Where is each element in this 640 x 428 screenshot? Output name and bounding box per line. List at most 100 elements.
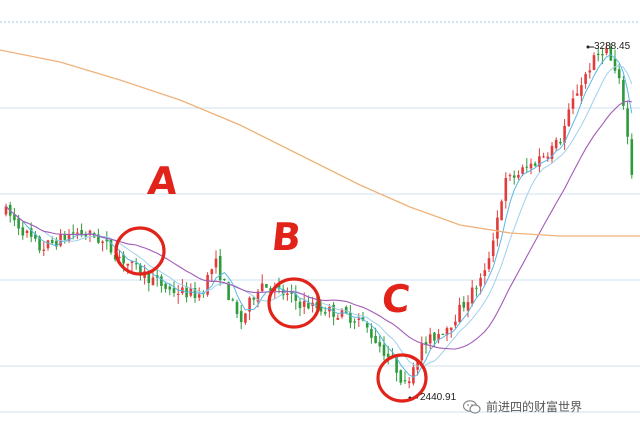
candle-body [546, 156, 550, 159]
candle-body [424, 342, 428, 345]
candle-body [487, 258, 491, 270]
candle-body [420, 343, 424, 361]
candle-body [59, 233, 62, 246]
candle-body [176, 293, 180, 295]
candle-body [147, 271, 151, 284]
candle-body [38, 236, 41, 251]
candle-body [365, 323, 369, 328]
candle-body [584, 74, 587, 84]
candle-body [508, 175, 512, 177]
candle-body [210, 269, 214, 275]
candle-body [370, 328, 373, 338]
candle-body [307, 302, 310, 309]
candle-body [130, 261, 134, 263]
candle-body [449, 327, 453, 331]
candle-body [197, 294, 201, 298]
candle-body [76, 232, 79, 234]
candle-body [357, 318, 361, 320]
candle-body [109, 239, 113, 253]
candle-body [336, 317, 340, 320]
candle-body [218, 255, 222, 281]
high-price-label: 3288.45 [594, 41, 631, 52]
candle-body [575, 93, 579, 96]
candle-body [617, 69, 621, 79]
candle-body [46, 240, 50, 249]
candle-body [403, 380, 407, 382]
ma-short-line [5, 54, 633, 378]
low-price-label: 2440.91 [420, 392, 457, 403]
candle-body [139, 264, 142, 276]
candle-body [433, 332, 436, 341]
candle-body [601, 53, 604, 56]
candle-body [80, 229, 83, 235]
candle-body [550, 145, 554, 159]
candle-body [122, 254, 125, 264]
candle-body [344, 306, 348, 314]
candle-body [559, 141, 562, 144]
candle-body [67, 234, 71, 241]
candle-body [164, 283, 167, 289]
candle-body [533, 163, 537, 166]
candle-body [496, 217, 499, 239]
candle-body [42, 249, 46, 251]
candle-body [126, 263, 130, 266]
high-marker-dot [586, 45, 590, 49]
candle-body [412, 367, 415, 384]
candle-body [235, 301, 239, 314]
candle-body [458, 304, 461, 323]
candle-body [407, 381, 411, 384]
candle-body [34, 234, 37, 239]
candle-body [361, 317, 365, 321]
candle-body [248, 297, 251, 312]
candle-body [17, 218, 20, 229]
candle-body [172, 288, 176, 294]
candle-body [512, 175, 516, 178]
candle-body [214, 258, 218, 268]
candle-body [596, 53, 600, 56]
candle-body [71, 232, 75, 234]
candle-body [454, 321, 457, 326]
candle-body [21, 227, 25, 236]
candle-body [332, 304, 335, 317]
candle-body [416, 360, 419, 370]
candle-body [118, 256, 121, 258]
candle-body [466, 302, 470, 311]
candle-body [475, 287, 478, 289]
candle-body [382, 344, 386, 356]
candle-body [244, 313, 247, 323]
candle-body [227, 282, 230, 301]
annotation-circle-c [376, 353, 428, 403]
annotation-c: C [379, 277, 413, 321]
candle-body [630, 139, 634, 175]
candle-body [231, 299, 235, 301]
candle-body [609, 47, 613, 61]
candle-body [105, 239, 109, 242]
annotation-a: A [145, 159, 180, 203]
candle-body [256, 291, 260, 302]
candle-body [286, 293, 289, 295]
candle-body [160, 276, 163, 287]
candle-body [353, 321, 356, 323]
candle-body [517, 174, 520, 178]
candle-body [4, 206, 8, 215]
candle-body [571, 98, 575, 109]
candle-body [168, 286, 172, 290]
candle-body [622, 79, 625, 106]
candle-body [491, 240, 495, 257]
candle-body [428, 334, 432, 344]
candle-body [605, 48, 608, 54]
candle-body [542, 156, 545, 158]
candle-body [395, 355, 398, 373]
candle-body [101, 241, 104, 243]
candle-body [592, 55, 596, 70]
annotation-b: B [269, 215, 304, 259]
candle-body [277, 283, 281, 289]
candle-body [626, 108, 629, 137]
candle-body [319, 306, 323, 312]
watermark: 前进四的财富世界 [462, 398, 582, 415]
candle-body [563, 125, 566, 143]
candle-body [265, 283, 268, 288]
candle-body [386, 353, 390, 358]
candle-body [613, 58, 617, 71]
